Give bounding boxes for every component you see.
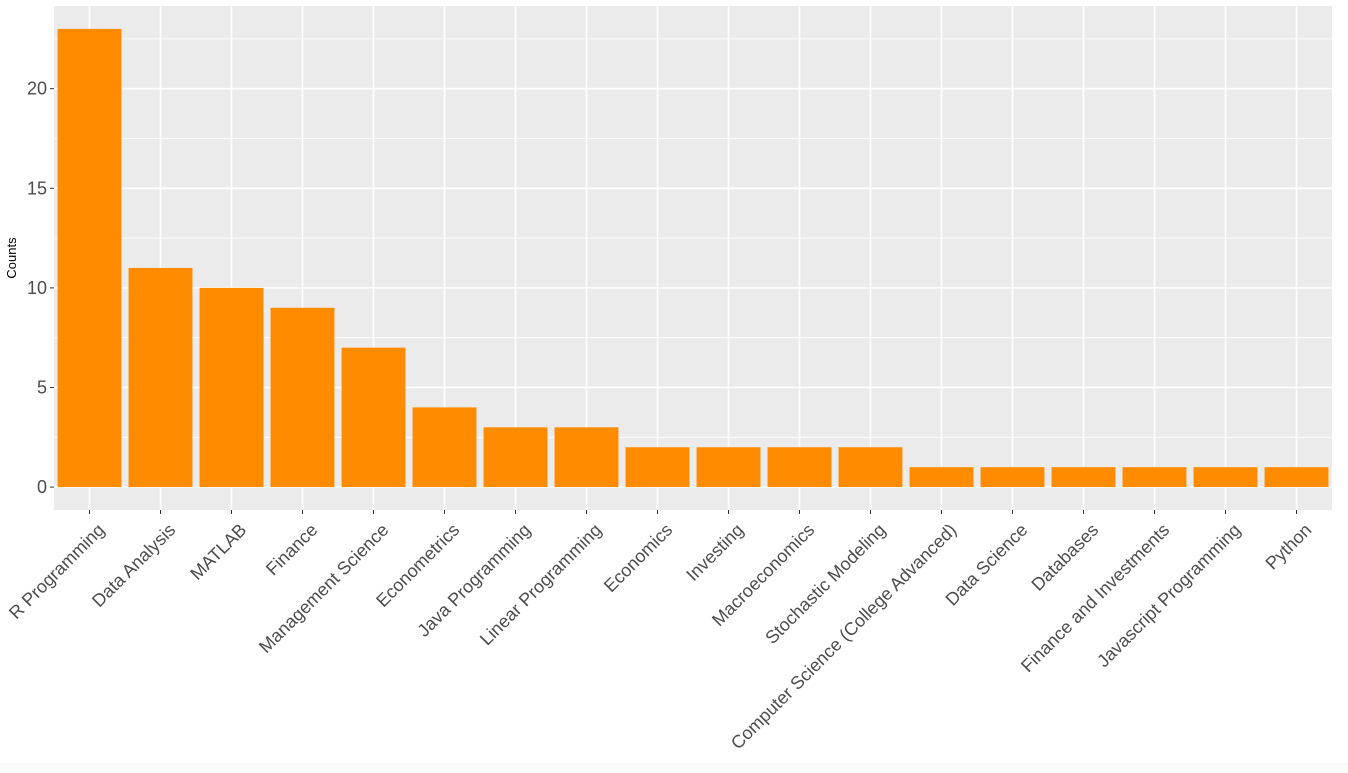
bar: Stochastic Modeling: 2 xyxy=(838,447,903,488)
bar: Databases: 1 xyxy=(1051,467,1116,488)
y-tick-label: 5 xyxy=(37,377,47,397)
x-tick-label: Python xyxy=(1262,520,1316,574)
y-tick-label: 10 xyxy=(27,278,47,298)
bar: Python: 1 xyxy=(1264,467,1329,488)
x-tick-label: Economics xyxy=(600,520,676,596)
x-tick-label: Investing xyxy=(682,520,747,585)
x-tick-label: Linear Programming xyxy=(476,520,605,649)
bar: Econometrics: 4 xyxy=(412,407,477,488)
bar: Data Analysis: 11 xyxy=(128,267,193,488)
bar: Investing: 2 xyxy=(696,447,761,488)
bar: MATLAB: 10 xyxy=(199,287,264,488)
bar: Management Science: 7 xyxy=(341,347,406,488)
bars: R Programming: 23Data Analysis: 11MATLAB… xyxy=(57,28,1329,488)
x-tick-label: Finance xyxy=(262,520,321,579)
bar: Linear Programming: 3 xyxy=(554,427,619,488)
x-tick-label: R Programming xyxy=(5,520,108,623)
minor-gridlines xyxy=(54,38,1332,438)
bar: Data Science: 1 xyxy=(980,467,1045,488)
y-axis: 0 5 10 15 20 xyxy=(27,79,54,497)
bar: Javascript Programming: 1 xyxy=(1193,467,1258,488)
bar: Macroeconomics: 2 xyxy=(767,447,832,488)
bar: Finance: 9 xyxy=(270,307,335,488)
y-tick-label: 15 xyxy=(27,178,47,198)
plot-panel xyxy=(54,6,1332,510)
y-axis-title: Counts xyxy=(4,237,19,279)
bar: Java Programming: 3 xyxy=(483,427,548,488)
y-tick-label: 0 xyxy=(37,477,47,497)
bar: R Programming: 23 xyxy=(57,28,122,488)
x-tick-label: MATLAB xyxy=(186,520,250,584)
x-tick-label: Finance and Investments xyxy=(1017,520,1173,676)
bar: Computer Science (College Advanced): 1 xyxy=(909,467,974,488)
bar: Economics: 2 xyxy=(625,447,690,488)
x-tick-label: Stochastic Modeling xyxy=(761,520,889,648)
y-tick-label: 20 xyxy=(27,79,47,99)
x-tick-label: Databases xyxy=(1027,520,1102,595)
bottom-strip xyxy=(0,763,1348,773)
x-tick-label: Javascript Programming xyxy=(1093,520,1244,671)
bar: Finance and Investments: 1 xyxy=(1122,467,1187,488)
x-tick-label: Management Science xyxy=(255,520,392,657)
